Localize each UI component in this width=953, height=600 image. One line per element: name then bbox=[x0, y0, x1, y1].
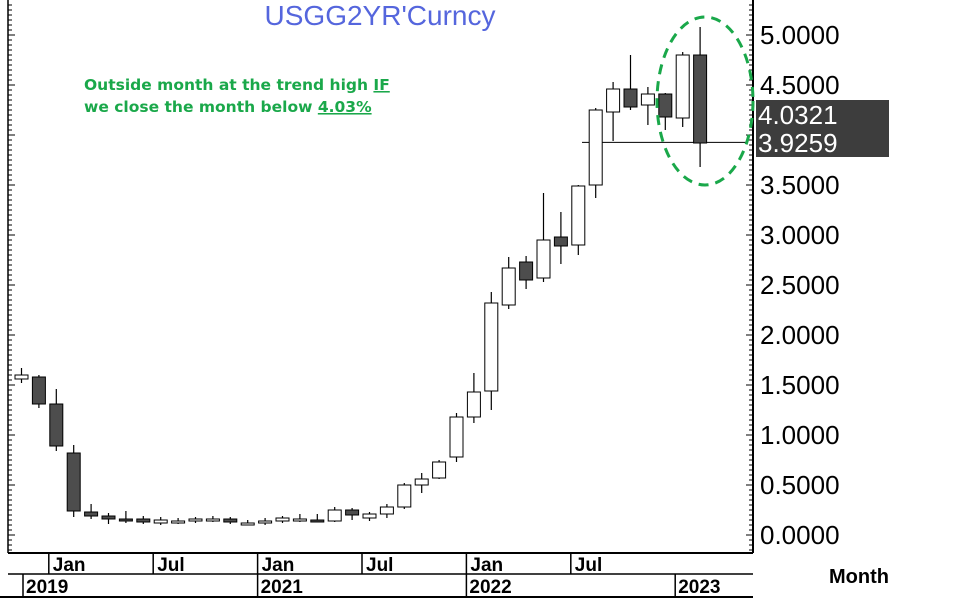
x-year-label: 2019 bbox=[26, 577, 68, 598]
candle-body-down bbox=[31, 376, 46, 405]
y-tick-label: 1.5000 bbox=[760, 370, 840, 400]
x-month-label: Jan bbox=[262, 555, 295, 576]
period-label: Month bbox=[829, 566, 889, 588]
candle-body-down bbox=[49, 403, 64, 447]
price-label-2-box bbox=[756, 128, 889, 157]
candle-body-up bbox=[14, 374, 29, 380]
x-month-label: Jan bbox=[53, 555, 86, 576]
candle-body-down bbox=[223, 518, 238, 523]
annotation-line-1-text: Outside month at the trend high bbox=[84, 76, 373, 94]
candle-body-up bbox=[258, 520, 273, 524]
y-tick-label: 1.0000 bbox=[760, 420, 840, 450]
price-label-1-box bbox=[756, 100, 889, 129]
candle-body-up bbox=[205, 518, 220, 522]
candle-body-down bbox=[519, 261, 534, 281]
y-tick-label: 2.5000 bbox=[760, 270, 840, 300]
candle-body-up bbox=[449, 416, 464, 458]
candle-body-up bbox=[327, 509, 342, 522]
right-minor-ticks bbox=[746, 4, 753, 551]
candle-body-up bbox=[432, 461, 447, 479]
candle-body-down bbox=[101, 515, 116, 520]
x-month-label: Jul bbox=[575, 555, 602, 576]
x-month-label: Jul bbox=[157, 555, 184, 576]
x-year-label: 2023 bbox=[678, 577, 720, 598]
candle-body-up bbox=[606, 88, 621, 113]
highlight-ellipse bbox=[655, 15, 755, 187]
candle-body-up bbox=[292, 518, 307, 522]
price-label-1: 4.0321 bbox=[758, 100, 838, 130]
candle-body-down bbox=[623, 88, 638, 108]
x-axis-labels: Jan Jul Jan Jul Jan Jul 2019 2021 2022 2023 bbox=[22, 553, 720, 598]
candle-body-up bbox=[188, 518, 203, 522]
candle-body-down bbox=[310, 519, 325, 523]
candle-body-down bbox=[553, 236, 568, 247]
y-tick-label: 5.0000 bbox=[760, 20, 840, 50]
annotation-line-2: we close the month below 4.03% bbox=[84, 98, 372, 116]
candle-body-up bbox=[240, 522, 255, 526]
candle-body-up bbox=[153, 519, 168, 524]
candle-body-up bbox=[571, 185, 586, 246]
candle-body-down bbox=[693, 54, 708, 144]
y-axis-tick-labels: 0.0000 0.5000 1.0000 1.5000 2.0000 2.5000 3.00… bbox=[760, 20, 840, 550]
candle-body-up bbox=[466, 391, 481, 418]
y-tick-label: 0.5000 bbox=[760, 470, 840, 500]
y-tick-label: 2.0000 bbox=[760, 320, 840, 350]
y-tick-label: 3.0000 bbox=[760, 220, 840, 250]
candle-body-down bbox=[345, 509, 360, 516]
candle-body-up bbox=[675, 54, 690, 119]
candle-body-up bbox=[536, 239, 551, 279]
candle-body-down bbox=[118, 518, 133, 522]
candle-body-up bbox=[501, 267, 516, 306]
x-year-label: 2022 bbox=[469, 577, 511, 598]
y-tick-label: 4.5000 bbox=[760, 70, 840, 100]
candle-body-down bbox=[66, 452, 81, 512]
annotation-line-2-emphasis: 4.03% bbox=[318, 98, 372, 116]
price-label-2: 3.9259 bbox=[758, 128, 838, 158]
y-tick-label: 3.5000 bbox=[760, 170, 840, 200]
annotation-line-1: Outside month at the trend high IF bbox=[84, 76, 390, 94]
y-tick-label: 0.0000 bbox=[760, 520, 840, 550]
candle-body-up bbox=[640, 93, 655, 106]
candle-body-up bbox=[171, 520, 186, 524]
candle-body-up bbox=[588, 109, 603, 186]
x-month-label: Jul bbox=[366, 555, 393, 576]
chart-title: USGG2YR'Curncy bbox=[265, 0, 496, 31]
candle-body-down bbox=[658, 93, 673, 118]
candle-body-up bbox=[414, 478, 429, 486]
annotation-line-1-emphasis: IF bbox=[373, 76, 389, 94]
x-month-label: Jan bbox=[470, 555, 503, 576]
annotation-line-2-text: we close the month below bbox=[84, 98, 318, 116]
candle-body-up bbox=[397, 484, 412, 508]
left-minor-ticks bbox=[8, 4, 15, 551]
candle-body-down bbox=[136, 518, 151, 523]
x-year-label: 2021 bbox=[261, 577, 304, 598]
candle-body-up bbox=[275, 517, 290, 522]
candle-body-up bbox=[379, 506, 394, 515]
candles bbox=[14, 27, 708, 526]
candle-body-down bbox=[84, 511, 99, 517]
candle-body-up bbox=[484, 302, 499, 392]
candle-body-up bbox=[362, 513, 377, 519]
